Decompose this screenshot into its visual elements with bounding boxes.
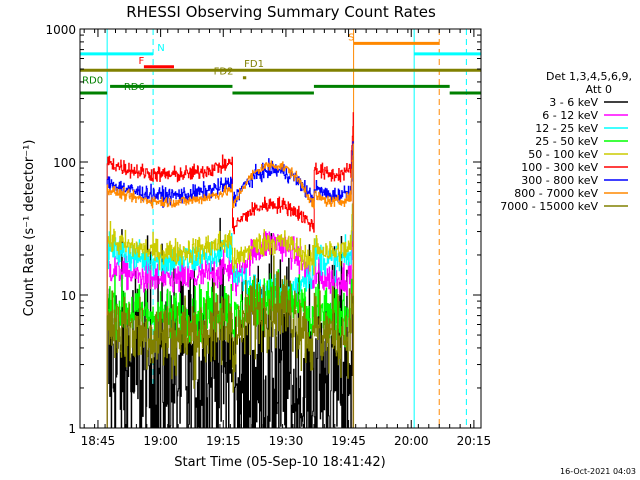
flag-label: FD1 [244,59,264,70]
x-axis-label: Start Time (05-Sep-10 18:41:42) [174,455,385,470]
legend-entry-label: 800 - 7000 keV [514,187,598,200]
flag-label: S [348,32,354,43]
y-axis: 1 10 100 1000 [45,23,481,436]
flag-label: FD2 [214,67,234,78]
series-line [107,255,354,393]
y-tick-label: 10 [61,289,76,303]
legend-subtitle: Att 0 [586,83,612,96]
plot-area: N F S FD1 FD2 RD0 RD6 [80,29,481,429]
y-tick-label: 1 [68,422,76,436]
series-line [107,221,354,297]
flag-label: RD6 [124,82,145,93]
x-tick-label: 20:15 [457,434,492,448]
legend-entry-label: 300 - 800 keV [521,174,598,187]
legend-entry-label: 7000 - 15000 keV [500,200,598,213]
series-line [107,189,354,275]
x-tick-label: 20:00 [394,434,429,448]
legend-title: Det 1,3,4,5,6,9, [546,70,632,83]
y-tick-label: 1000 [45,23,76,37]
y-axis-label: Count Rate (s⁻¹ detector⁻¹) [22,140,37,317]
x-axis: 18:45 19:00 19:15 19:30 19:45 20:00 20:15 [81,29,492,448]
y-tick-label: 100 [53,156,76,170]
legend-entry-label: 12 - 25 keV [535,122,598,135]
x-tick-label: 19:00 [143,434,178,448]
chart-title: RHESSI Observing Summary Count Rates [126,3,436,21]
legend-entry-label: 6 - 12 keV [542,109,598,122]
series-line [107,143,354,209]
legend-entry-label: 50 - 100 keV [528,148,598,161]
x-tick-label: 19:30 [269,434,304,448]
legend-entry-label: 100 - 300 keV [521,161,598,174]
plot-frame [79,28,482,429]
legend-entry-label: 25 - 50 keV [535,135,598,148]
generated-timestamp: 16-Oct-2021 04:03 [560,467,636,476]
flag-label: N [157,43,164,54]
flag-label: F [138,56,144,67]
x-tick-label: 19:15 [206,434,241,448]
legend-entry-label: 3 - 6 keV [549,96,598,109]
flag-label: RD0 [82,75,103,86]
series-line [107,112,354,235]
x-tick-label: 19:45 [331,434,366,448]
x-tick-label: 18:45 [81,434,116,448]
